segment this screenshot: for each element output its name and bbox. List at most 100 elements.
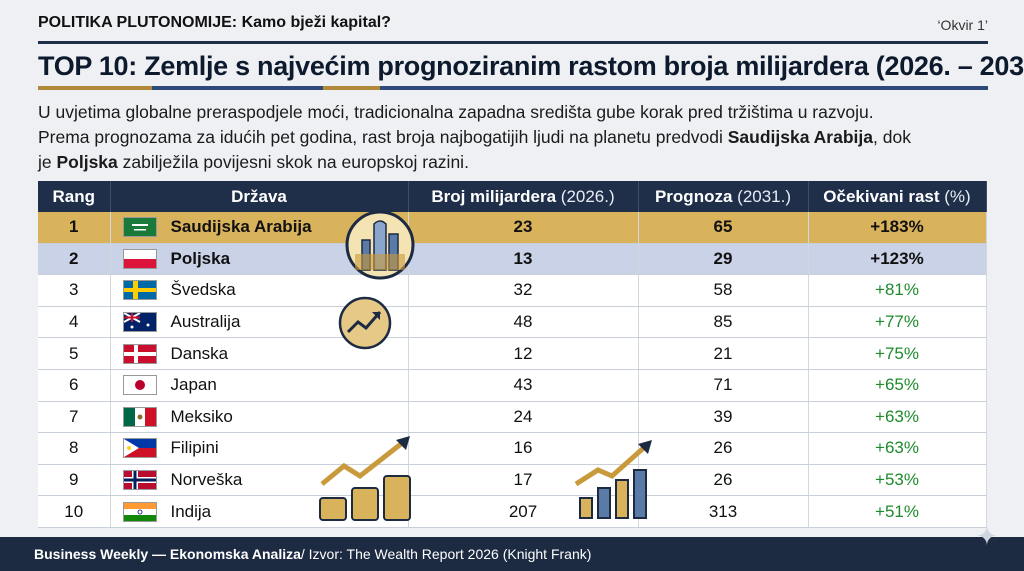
growth-chart-icon — [338, 296, 392, 350]
country-name: Poljska — [170, 248, 231, 268]
header-growth-label: Očekivani rast — [823, 186, 940, 206]
cell-current: 48 — [408, 306, 639, 339]
page-title: TOP 10: Zemlje s najvećim prognoziranim … — [38, 51, 1024, 81]
cell-growth: +63% — [808, 432, 987, 465]
cell-country: Meksiko — [110, 401, 409, 434]
cell-growth: +53% — [808, 464, 987, 497]
cell-forecast: 26 — [638, 432, 809, 465]
country-name: Meksiko — [170, 406, 233, 426]
table-row: 1 Saudijska Arabija 23 65 +183% — [38, 212, 987, 244]
flag-sweden-icon — [122, 280, 157, 301]
cell-forecast: 39 — [638, 401, 809, 434]
title-rule — [38, 86, 988, 90]
cell-current: 32 — [408, 274, 639, 307]
cell-rank: 3 — [38, 274, 111, 307]
header-rank: Rang — [38, 181, 111, 212]
table-row: 9 Norveška 17 26 +53% — [38, 464, 987, 497]
country-name: Indija — [170, 501, 212, 521]
header-current-label: Broj milijardera — [431, 186, 557, 206]
footer-source: / Izvor: The Wealth Report 2026 (Knight … — [300, 546, 592, 562]
flag-mexico-icon — [122, 406, 157, 427]
country-name: Norveška — [170, 470, 243, 490]
cell-rank: 10 — [38, 495, 111, 528]
cell-rank: 7 — [38, 401, 111, 434]
bar-chart-arrow-icon — [574, 440, 652, 519]
cell-rank: 8 — [38, 432, 111, 465]
cell-forecast: 26 — [638, 464, 809, 497]
table-row: 2 Poljska 13 29 +123% — [38, 243, 987, 276]
table-row: 7 Meksiko 24 39 +63% — [38, 401, 987, 434]
country-name: Japan — [170, 375, 217, 395]
cell-current: 43 — [408, 369, 639, 402]
intro-line-3-post: zabilježila povijesni skok na europskoj … — [117, 152, 469, 172]
cell-growth: +77% — [808, 306, 987, 339]
coins-arrow-icon — [319, 436, 411, 521]
cell-forecast: 58 — [638, 274, 809, 307]
country-name: Danska — [170, 343, 229, 363]
header-growth-unit: (%) — [944, 186, 971, 206]
intro-highlight-poland: Poljska — [56, 152, 118, 172]
header-current: Broj milijardera (2026.) — [408, 181, 639, 212]
flag-poland-icon — [122, 248, 157, 269]
kicker: POLITIKA PLUTONOMIJE: Kamo bježi kapital… — [38, 14, 391, 31]
header-forecast-label: Prognoza — [654, 186, 733, 206]
header-forecast-unit: (2031.) — [737, 186, 792, 206]
cell-current: 23 — [408, 212, 639, 244]
top-rule — [38, 41, 988, 44]
header-growth: Očekivani rast (%) — [808, 181, 987, 212]
cell-current: 24 — [408, 401, 639, 434]
cell-rank: 2 — [38, 243, 111, 276]
flag-philippines-icon — [122, 438, 157, 459]
cell-country: Japan — [110, 369, 409, 402]
cell-forecast: 29 — [638, 243, 809, 276]
cell-current: 12 — [408, 337, 639, 370]
intro-line-1: U uvjetima globalne preraspodjele moći, … — [38, 102, 874, 122]
table-row: 5 Danska 12 21 +75% — [38, 337, 987, 370]
city-skyline-icon — [345, 210, 415, 280]
table-row: 8 Filipini 16 26 +63% — [38, 432, 987, 465]
sparkle-icon: ✦ — [976, 521, 998, 551]
cell-growth: +65% — [808, 369, 987, 402]
country-name: Filipini — [170, 438, 219, 458]
header-current-unit: (2026.) — [560, 186, 615, 206]
flag-japan-icon — [122, 375, 157, 396]
table-row: 3 Švedska 32 58 +81% — [38, 274, 987, 307]
cell-forecast: 21 — [638, 337, 809, 370]
cell-forecast: 65 — [638, 212, 809, 244]
table-row: 10 Indija 207 313 +51% — [38, 495, 987, 528]
cell-forecast: 71 — [638, 369, 809, 402]
cell-current: 13 — [408, 243, 639, 276]
box-label: ‘Okvir 1’ — [937, 17, 988, 33]
flag-australia-icon — [122, 312, 157, 333]
footer-bar: Business Weekly — Ekonomska Analiza / Iz… — [0, 537, 1024, 571]
intro-line-2-post: , dok — [873, 127, 911, 147]
intro-highlight-saudi: Saudijska Arabija — [727, 127, 873, 147]
country-name: Saudijska Arabija — [170, 217, 312, 237]
cell-country: Danska — [110, 337, 409, 370]
cell-rank: 4 — [38, 306, 111, 339]
cell-country: Filipini — [110, 432, 409, 465]
cell-current: 16 — [408, 432, 639, 465]
cell-growth: +183% — [808, 212, 987, 244]
table-row: 4 Australija 48 85 +77% — [38, 306, 987, 339]
cell-rank: 9 — [38, 464, 111, 497]
cell-growth: +63% — [808, 401, 987, 434]
flag-saudi-arabia-icon — [122, 217, 157, 238]
intro-line-2-pre: Prema prognozama za idućih pet godina, r… — [38, 127, 728, 147]
intro-paragraph: U uvjetima globalne preraspodjele moći, … — [38, 100, 988, 175]
table-header-row: Rang Država Broj milijardera (2026.) Pro… — [38, 181, 987, 212]
header-forecast: Prognoza (2031.) — [638, 181, 809, 212]
intro-line-3-pre: je — [38, 152, 57, 172]
cell-rank: 5 — [38, 337, 111, 370]
footer-publication: Business Weekly — Ekonomska Analiza — [34, 546, 301, 562]
cell-forecast: 85 — [638, 306, 809, 339]
flag-india-icon — [122, 501, 157, 522]
cell-growth: +51% — [808, 495, 987, 528]
header-country: Država — [110, 181, 409, 212]
cell-forecast: 313 — [638, 495, 809, 528]
country-name: Švedska — [170, 280, 236, 300]
cell-growth: +75% — [808, 337, 987, 370]
cell-rank: 1 — [38, 212, 111, 244]
table-row: 6 Japan 43 71 +65% — [38, 369, 987, 402]
cell-rank: 6 — [38, 369, 111, 402]
